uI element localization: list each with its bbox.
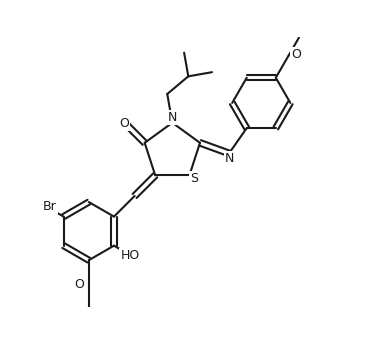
Text: O: O [119,117,129,130]
Text: O: O [74,278,84,291]
Text: S: S [190,172,198,185]
Text: N: N [225,152,235,165]
Text: O: O [291,48,301,61]
Text: HO: HO [120,249,139,262]
Text: Br: Br [43,200,57,213]
Text: N: N [168,111,177,125]
